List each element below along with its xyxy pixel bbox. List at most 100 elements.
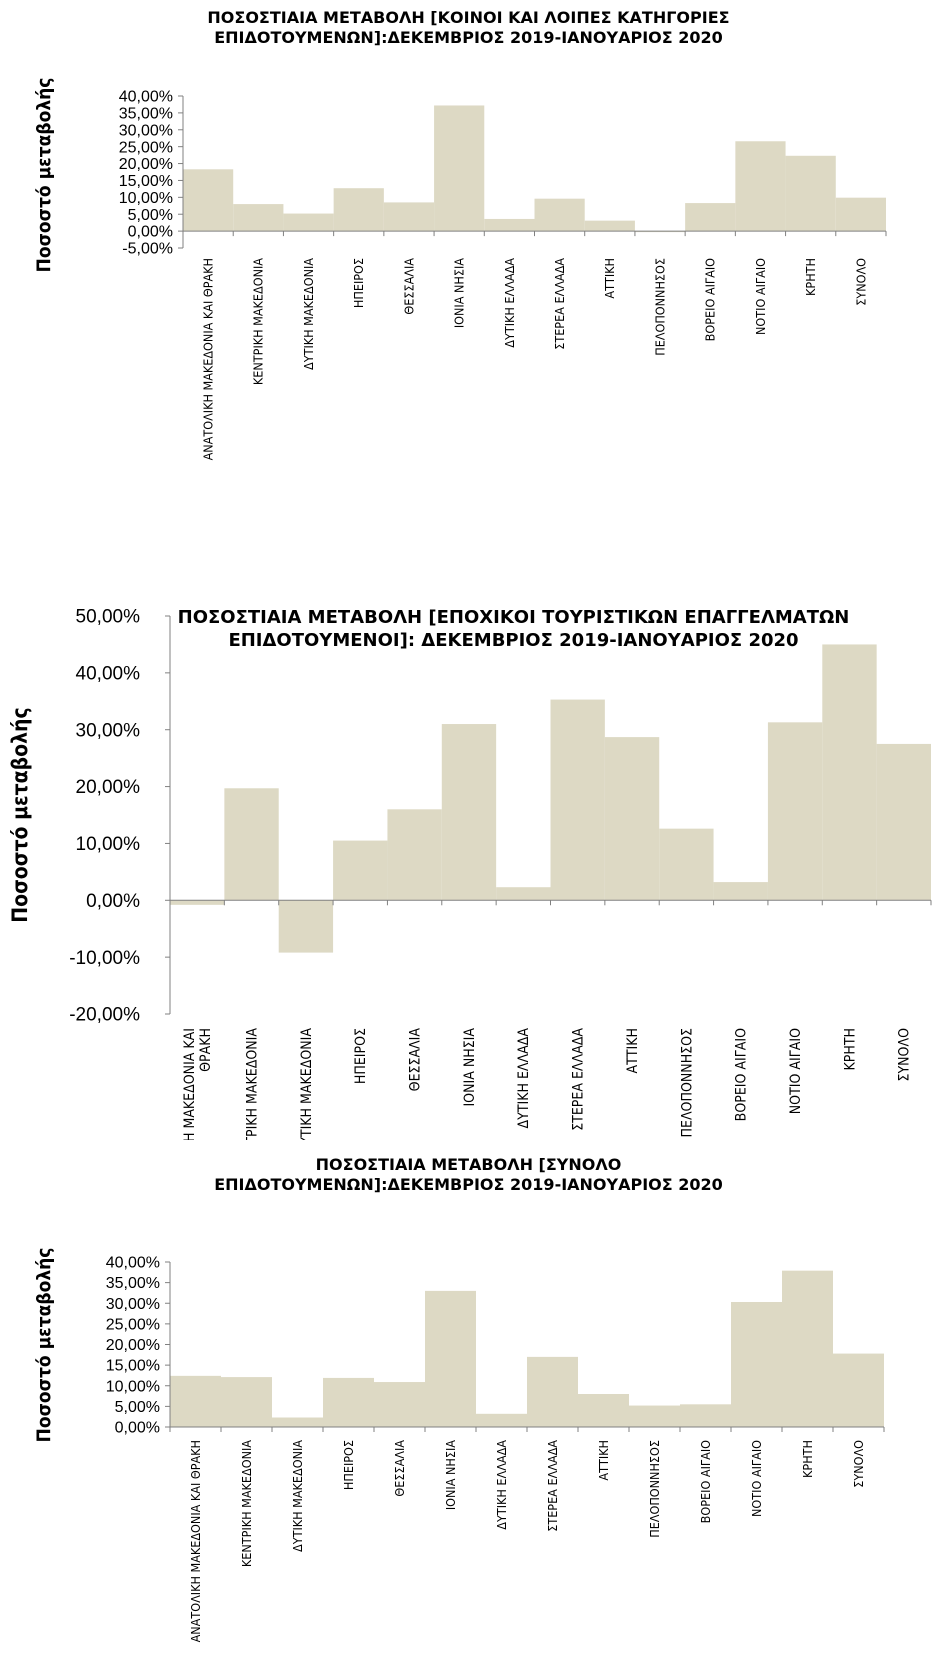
- chart-1-category-label: ΒΟΡΕΙΟ ΑΙΓΑΙΟ: [703, 258, 718, 341]
- chart-2-bar: [604, 737, 660, 901]
- chart-3-category-label: ΚΡΗΤΗ: [800, 1440, 815, 1478]
- chart-3-bar: [731, 1302, 782, 1427]
- chart-2-title: ΠΟΣΟΣΤΙΑΙΑ ΜΕΤΑΒΟΛΗ [ΕΠΟΧΙΚΟΙ ΤΟΥΡΙΣΤΙΚΩ…: [0, 607, 937, 652]
- chart-1-y-tick-label: -5,00%: [122, 241, 173, 258]
- chart-3-y-tick-label: 10,00%: [106, 1378, 160, 1395]
- chart-3-bar: [272, 1417, 323, 1427]
- chart-3-category-label: ΑΝΑΤΟΛΙΚΗ ΜΑΚΕΔΟΝΙΑ ΚΑΙ ΘΡΑΚΗ: [188, 1440, 203, 1642]
- chart-2-bar: [333, 840, 388, 901]
- chart-1-category-label: ΑΤΤΙΚΗ: [602, 258, 617, 299]
- chart-2-y-tick-label: 10,00%: [76, 834, 141, 855]
- chart-3-bar: [221, 1377, 272, 1427]
- chart-3-category-label: ΠΕΛΟΠΟΝΝΗΣΟΣ: [647, 1440, 662, 1538]
- chart-1-bar: [785, 155, 836, 232]
- chart-2-bar: [224, 788, 279, 901]
- chart-1-y-tick-label: 25,00%: [119, 139, 173, 156]
- chart-3-y-tick-label: 30,00%: [106, 1296, 160, 1313]
- chart-3-bar: [578, 1394, 629, 1427]
- chart-1-category-label: ΚΕΝΤΡΙΚΗ ΜΑΚΕΔΟΝΙΑ: [251, 258, 266, 385]
- chart-2-category-label: ΘΡΑΚΗ: [198, 1028, 214, 1072]
- chart-3-y-tick-label: 15,00%: [106, 1358, 160, 1375]
- chart-2-y-axis-title: Ποσοστό μεταβολής: [8, 707, 32, 922]
- chart-2-category-label: ΒΟΡΕΙΟ ΑΙΓΑΙΟ: [734, 1028, 750, 1121]
- chart-1-bar: [835, 197, 886, 232]
- chart-3-category-label: ΘΕΣΣΑΛΙΑ: [392, 1440, 407, 1497]
- chart-1-bar: [685, 203, 736, 232]
- chart-3-y-tick-label: 5,00%: [115, 1399, 160, 1416]
- chart-2-y-tick-label: 30,00%: [76, 720, 141, 741]
- chart-2-category-label: ΑΤΤΙΚΗ: [625, 1028, 641, 1073]
- chart-2-category-label: ΣΤΕΡΕΑ ΕΛΛΑΔΑ: [571, 1028, 587, 1131]
- chart-2-title-line-1: ΠΟΣΟΣΤΙΑΙΑ ΜΕΤΑΒΟΛΗ [ΕΠΟΧΙΚΟΙ ΤΟΥΡΙΣΤΙΚΩ…: [177, 607, 850, 628]
- chart-1-y-tick-label: 35,00%: [119, 105, 173, 122]
- chart-1-bar: [584, 220, 635, 232]
- chart-3-y-tick-label: 35,00%: [106, 1275, 160, 1292]
- chart-1-category-label: ΔΥΤΙΚΗ ΕΛΛΑΔΑ: [502, 258, 517, 348]
- chart-1-bar: [183, 169, 234, 232]
- chart-2-category-label: ΝΟΤΙΟ ΑΙΓΑΙΟ: [788, 1028, 804, 1114]
- chart-3-bar: [833, 1353, 884, 1427]
- chart-2-category-label: ΙΟΝΙΑ ΝΗΣΙΑ: [462, 1028, 478, 1107]
- chart-2-bar: [876, 743, 931, 901]
- chart-3-y-tick-label: 40,00%: [106, 1255, 160, 1272]
- chart-1-y-tick-label: 0,00%: [128, 224, 173, 241]
- chart-2-category-label: ΣΥΝΟΛΟ: [897, 1028, 913, 1082]
- chart-1-category-label: ΑΝΑΤΟΛΙΚΗ ΜΑΚΕΔΟΝΙΑ ΚΑΙ ΘΡΑΚΗ: [200, 258, 215, 460]
- chart-1-y-tick-label: 30,00%: [119, 122, 173, 139]
- chart-3-bar: [527, 1356, 578, 1428]
- chart-3-category-label: ΑΤΤΙΚΗ: [596, 1440, 611, 1481]
- chart-3-title-line-2: ΕΠΙΔΟΤΟΥΜΕΝΩΝ]:ΔΕΚΕΜΒΡΙΟΣ 2019-ΙΑΝΟΥΑΡΙΟ…: [214, 1175, 723, 1194]
- chart-1-category-label: ΔΥΤΙΚΗ ΜΑΚΕΔΟΝΙΑ: [301, 258, 316, 370]
- chart-1-title-line-2: ΕΠΙΔΟΤΟΥΜΕΝΩΝ]:ΔΕΚΕΜΒΡΙΟΣ 2019-ΙΑΝΟΥΑΡΙΟ…: [214, 28, 723, 47]
- chart-1-y-tick-label: 15,00%: [119, 173, 173, 190]
- chart-2-category-label: ΑΝΑΤΟΛΙΚΗ ΜΑΚΕΔΟΝΙΑ ΚΑΙ: [182, 1028, 198, 1140]
- chart-1-category-label: ΘΕΣΣΑΛΙΑ: [401, 258, 416, 315]
- chart-2-bar: [278, 900, 334, 953]
- chart-1-category-label: ΝΟΤΙΟ ΑΙΓΑΙΟ: [753, 258, 768, 335]
- chart-2-plot: -20,00% -10,00% 0,00% 10,00% 20,00% 30,00% 40,…: [8, 607, 932, 1140]
- chart-3-bar: [476, 1413, 527, 1427]
- chart-2-bar: [767, 722, 823, 901]
- chart-3-y-tick-label: 25,00%: [106, 1316, 160, 1333]
- chart-3-bar: [374, 1382, 425, 1427]
- chart-2-bar: [441, 724, 497, 901]
- chart-2-bar: [713, 882, 768, 901]
- chart-3-category-label: ΣΥΝΟΛΟ: [851, 1440, 866, 1488]
- chart-1-category-label: ΙΟΝΙΑ ΝΗΣΙΑ: [452, 258, 467, 328]
- chart-3-bar: [323, 1377, 374, 1427]
- chart-2-y-tick-label: -10,00%: [69, 948, 140, 969]
- chart-2-bar: [822, 644, 877, 901]
- chart-1-y-tick-label: 5,00%: [128, 207, 173, 224]
- chart-3-title: ΠΟΣΟΣΤΙΑΙΑ ΜΕΤΑΒΟΛΗ [ΣΥΝΟΛΟ ΕΠΙΔΟΤΟΥΜΕΝΩ…: [0, 1155, 937, 1195]
- chart-1-bar: [283, 213, 334, 232]
- chart-3-y-tick-label: 0,00%: [115, 1420, 160, 1437]
- chart-2-y-tick-label: 40,00%: [76, 664, 141, 685]
- chart-2-category-label: ΗΠΕΙΡΟΣ: [353, 1028, 369, 1084]
- chart-1-bar: [333, 188, 384, 232]
- chart-2-category-label: ΘΕΣΣΑΛΙΑ: [408, 1028, 424, 1092]
- chart-2-category-label: ΔΥΤΙΚΗ ΜΑΚΕΔΟΝΙΑ: [299, 1028, 315, 1140]
- chart-2-category-label: ΚΕΝΤΡΙΚΗ ΜΑΚΕΔΟΝΙΑ: [244, 1028, 260, 1140]
- chart-2-y-tick-label: 20,00%: [76, 777, 141, 798]
- chart-1-y-tick-label: 40,00%: [119, 89, 173, 106]
- chart-3-category-label: ΗΠΕΙΡΟΣ: [341, 1440, 356, 1490]
- chart-1-bar: [735, 141, 786, 232]
- chart-2-bar: [550, 699, 605, 901]
- chart-3-title-line-1: ΠΟΣΟΣΤΙΑΙΑ ΜΕΤΑΒΟΛΗ [ΣΥΝΟΛΟ: [315, 1155, 622, 1174]
- chart-1-bar: [634, 231, 686, 233]
- chart-3-bar: [170, 1375, 221, 1427]
- chart-1-bar: [434, 105, 485, 232]
- chart-1-title: ΠΟΣΟΣΤΙΑΙΑ ΜΕΤΑΒΟΛΗ [ΚΟΙΝΟΙ ΚΑΙ ΛΟΙΠΕΣ Κ…: [0, 8, 937, 48]
- chart-3-y-tick-label: 20,00%: [106, 1337, 160, 1354]
- chart-3-bar: [425, 1290, 476, 1428]
- chart-1-bar: [233, 204, 284, 232]
- chart-3-category-label: ΒΟΡΕΙΟ ΑΙΓΑΙΟ: [698, 1440, 713, 1523]
- chart-3-bar: [680, 1404, 731, 1427]
- chart-2-bar: [170, 900, 225, 905]
- chart-2-y-tick-label: 0,00%: [86, 891, 140, 912]
- chart-2-bar: [387, 809, 442, 901]
- chart-3-bar: [629, 1405, 680, 1427]
- chart-2-title-line-2: ΕΠΙΔΟΤΟΥΜΕΝΟΙ]: ΔΕΚΕΜΒΡΙΟΣ 2019-ΙΑΝΟΥΑΡΙ…: [228, 629, 799, 651]
- chart-1-y-tick-label: 10,00%: [119, 190, 173, 207]
